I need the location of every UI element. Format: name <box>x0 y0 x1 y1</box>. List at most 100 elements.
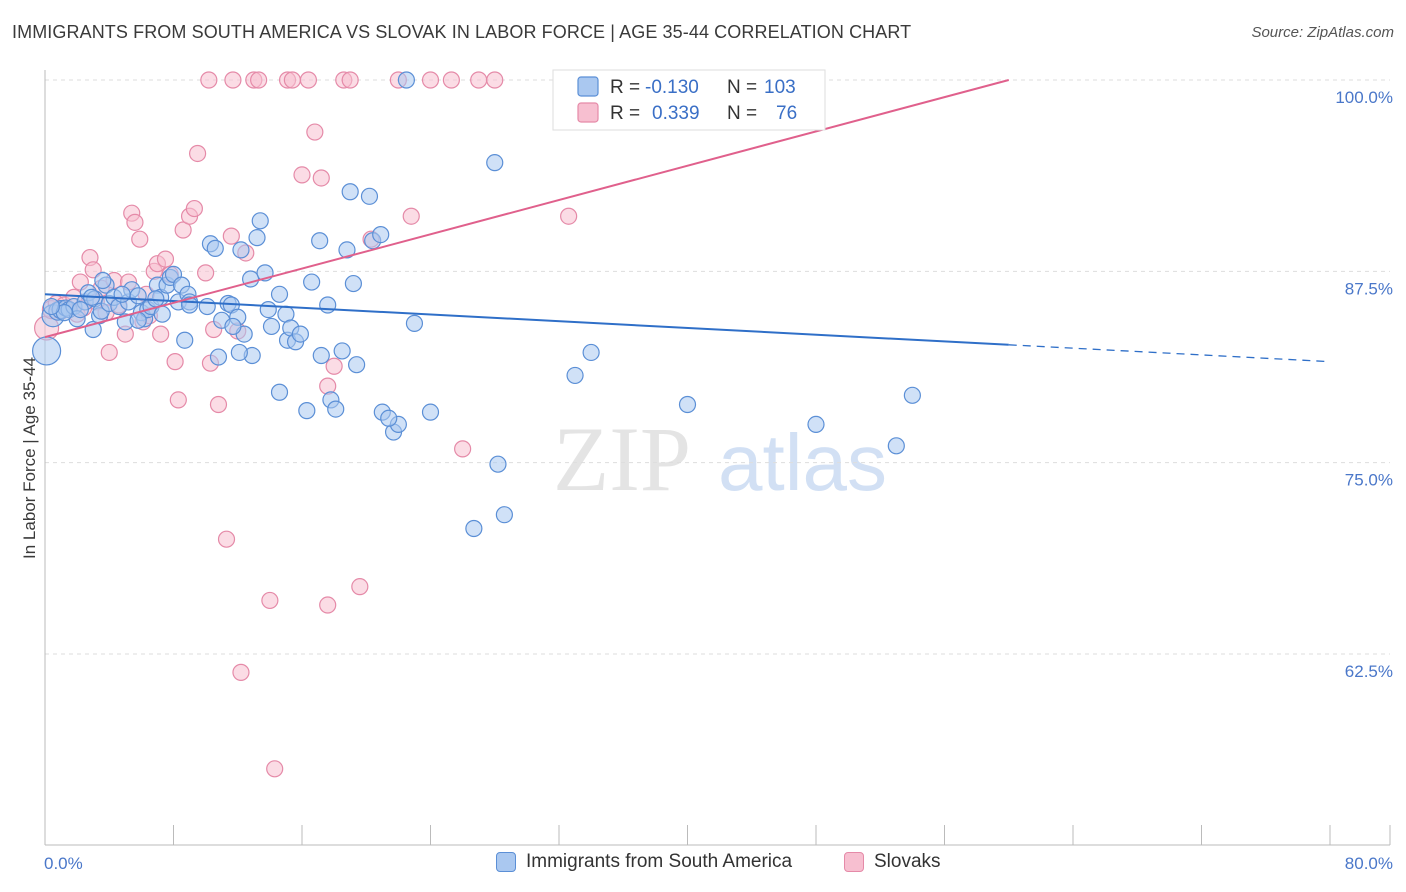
south-america-point-58 <box>298 402 316 420</box>
slovaks-point-31 <box>166 353 184 371</box>
slovaks-point-22 <box>131 230 149 248</box>
x-tick-labels: 0.0% 80.0% <box>44 854 1393 873</box>
slovaks-point-62 <box>402 207 420 225</box>
stats-r-label-blue: R = <box>610 77 640 98</box>
stats-r-label-pink: R = <box>610 103 640 124</box>
y-tick-labels: 62.5% 75.0% 87.5% 100.0% <box>1335 88 1393 681</box>
south-america-point-52 <box>270 285 289 303</box>
south-america-point-43 <box>232 241 250 259</box>
stats-legend-swatch-blue <box>577 76 599 97</box>
slovaks-point-72 <box>232 663 250 681</box>
south-america-point-47 <box>248 229 266 247</box>
slovaks-points <box>34 71 793 778</box>
chart-title: IMMIGRANTS FROM SOUTH AMERICA VS SLOVAK … <box>12 22 912 42</box>
south-america-point-90 <box>71 301 89 319</box>
watermark-atlas: atlas <box>718 418 887 507</box>
slovaks-point-38 <box>200 71 218 89</box>
y-tick-label-0: 62.5% <box>1345 662 1393 681</box>
stats-n-label-pink: N = <box>727 103 757 124</box>
slovaks-point-41 <box>217 530 236 548</box>
stats-n-value-blue: 103 <box>764 77 796 98</box>
slovaks-point-73 <box>319 596 337 614</box>
slovaks-point-66 <box>470 71 488 89</box>
slovaks-point-53 <box>306 123 324 141</box>
south-america-point-96 <box>312 346 330 365</box>
south-america-point-94 <box>224 317 242 336</box>
slovaks-point-63 <box>421 71 440 89</box>
south-america-point-74 <box>397 71 416 89</box>
south-america-point-82 <box>582 343 600 362</box>
slovaks-point-67 <box>486 71 504 89</box>
south-america-point-76 <box>421 403 440 421</box>
trend-lines <box>44 79 1331 363</box>
south-america-point-87 <box>903 386 921 404</box>
slovaks-point-48 <box>266 760 284 778</box>
trend-line-south-america-extension <box>1008 344 1331 363</box>
trend-line-slovaks <box>44 79 1010 339</box>
south-america-point-37 <box>206 239 224 257</box>
slovaks-point-58 <box>341 71 359 89</box>
south-america-point-38 <box>209 348 228 366</box>
south-america-point-68 <box>360 187 379 205</box>
stats-legend: R = -0.130 N = 103 R = 0.339 N = 76 <box>552 69 826 131</box>
south-america-point-99 <box>153 305 171 323</box>
source-credit: Source: ZipAtlas.com <box>1251 24 1394 41</box>
stats-legend-swatch-pink <box>577 102 599 123</box>
slovaks-point-32 <box>169 391 187 409</box>
south-america-point-104 <box>230 343 248 362</box>
slovaks-point-74 <box>222 227 240 245</box>
y-axis-label: In Labor Force | Age 35-44 <box>20 357 39 559</box>
x-tick-label-0: 0.0% <box>44 854 83 873</box>
grid-lines <box>45 79 1390 655</box>
legend-label-south-america: Immigrants from South America <box>526 851 793 872</box>
slovaks-point-42 <box>224 71 242 89</box>
slovaks-point-15 <box>100 343 118 362</box>
slovaks-point-56 <box>325 357 343 375</box>
south-america-point-98 <box>380 409 398 427</box>
slovaks-point-28 <box>152 325 170 343</box>
south-america-point-91 <box>113 285 131 303</box>
bottom-legend: Immigrants from South America Slovaks <box>0 851 1406 877</box>
south-america-point-81 <box>566 366 584 385</box>
watermark: ZIP atlas <box>553 408 887 510</box>
stats-n-value-pink: 76 <box>776 103 797 124</box>
south-america-point-61 <box>319 296 337 314</box>
slovaks-point-29 <box>156 250 175 268</box>
legend-swatch-blue <box>496 852 516 872</box>
south-america-point-64 <box>333 342 351 360</box>
south-america-point-33 <box>176 331 194 349</box>
south-america-point-70 <box>372 225 390 244</box>
south-america-point-97 <box>348 356 366 374</box>
slovaks-point-51 <box>293 166 311 184</box>
y-tick-label-3: 100.0% <box>1335 88 1393 107</box>
legend-swatch-pink <box>844 852 864 872</box>
south-america-point-63 <box>327 400 345 418</box>
south-america-point-80 <box>495 506 513 524</box>
legend-item-slovaks: Slovaks <box>844 851 941 873</box>
south-america-point-85 <box>807 415 825 433</box>
stats-n-label-blue: N = <box>727 77 757 98</box>
y-tick-label-2: 87.5% <box>1345 279 1393 298</box>
slovaks-point-36 <box>188 144 207 163</box>
axes <box>44 70 1391 846</box>
south-america-point-50 <box>259 301 277 319</box>
south-america-point-78 <box>486 154 504 172</box>
watermark-zip: ZIP <box>553 408 691 510</box>
x-tick-label-1: 80.0% <box>1345 854 1393 873</box>
south-america-point-93 <box>94 271 112 290</box>
south-america-point-57 <box>291 325 309 343</box>
slovaks-point-35 <box>185 199 203 218</box>
slovaks-point-33 <box>174 221 192 239</box>
south-america-point-48 <box>251 212 269 230</box>
stats-r-value-pink: 0.339 <box>652 103 700 124</box>
south-america-point-75 <box>405 314 424 332</box>
south-america-point-65 <box>338 241 356 259</box>
slovaks-point-37 <box>197 264 215 282</box>
slovaks-point-40 <box>209 395 228 414</box>
stats-r-value-blue: -0.130 <box>645 77 699 98</box>
south-america-point-102 <box>42 297 61 316</box>
south-america-point-86 <box>887 437 905 455</box>
south-america-point-77 <box>465 519 483 538</box>
south-america-point-59 <box>303 273 321 291</box>
